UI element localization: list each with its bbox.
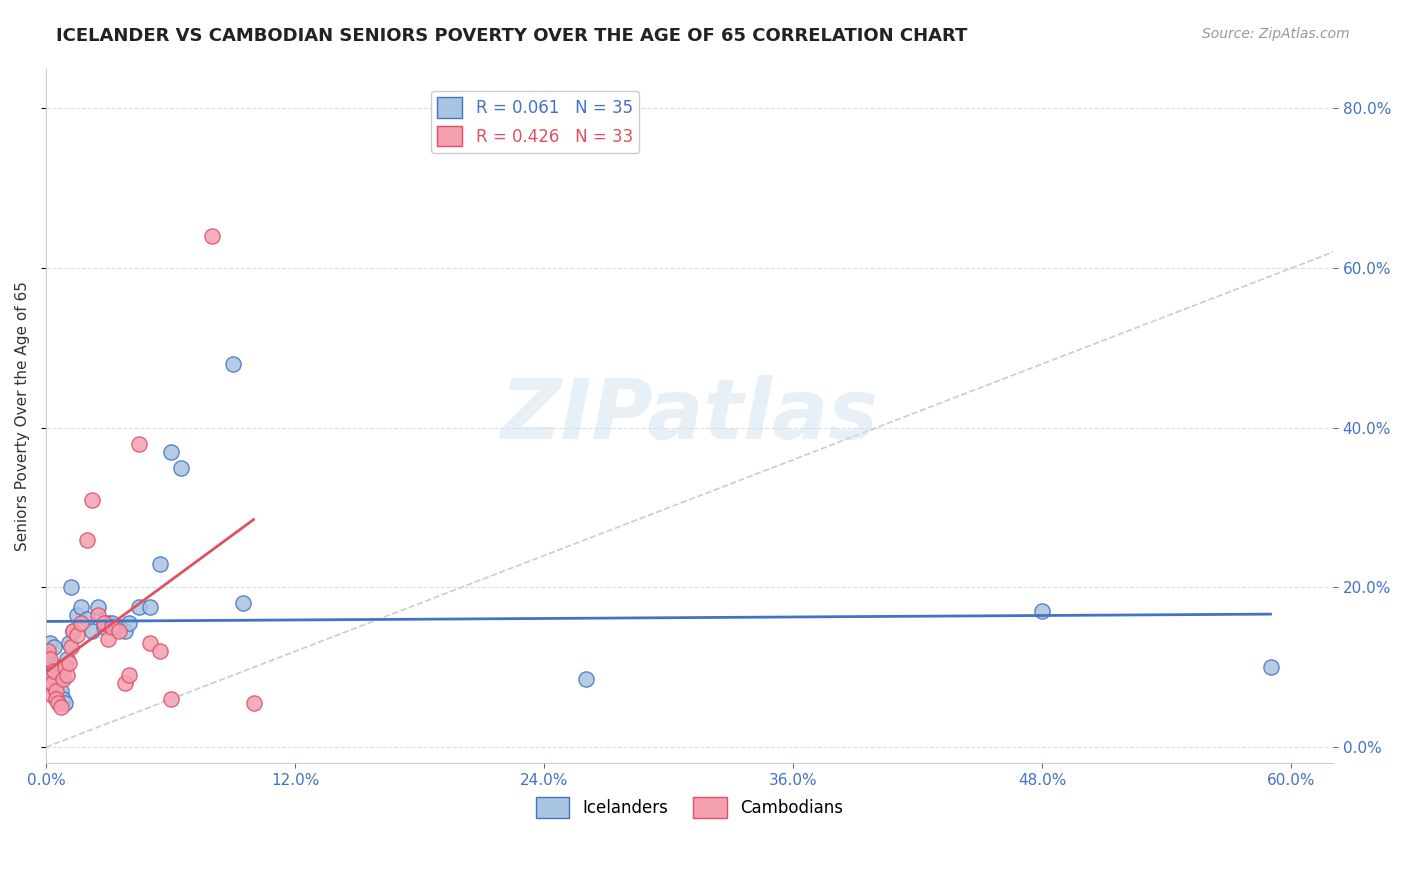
Point: [41, 676, 63, 690]
Text: ZIPatlas: ZIPatlas: [501, 376, 879, 457]
Point: [55, 668, 77, 682]
Point: [101, 620, 124, 634]
Point: [70, 600, 93, 615]
Point: [62, 624, 84, 639]
Point: [66, 628, 89, 642]
Point: [101, 616, 124, 631]
Point: [575, 673, 598, 687]
Point: [118, 616, 141, 631]
Point: [55, 652, 77, 666]
Point: [107, 624, 129, 639]
Point: [93, 620, 115, 634]
Point: [80, 624, 103, 639]
Y-axis label: Seniors Poverty Over the Age of 65: Seniors Poverty Over the Age of 65: [15, 281, 30, 550]
Point: [39, 652, 62, 666]
Point: [41, 676, 63, 690]
Point: [52, 673, 75, 687]
Point: [41, 688, 63, 702]
Point: [70, 616, 93, 631]
Point: [48, 673, 70, 687]
Point: [128, 436, 150, 450]
Point: [44, 640, 66, 655]
Point: [87, 600, 110, 615]
Point: [76, 612, 98, 626]
Point: [87, 608, 110, 623]
Point: [41, 665, 63, 679]
Point: [62, 624, 84, 639]
Point: [45, 660, 67, 674]
Point: [53, 696, 76, 710]
Legend: Icelanders, Cambodians: Icelanders, Cambodians: [529, 790, 849, 824]
Point: [149, 557, 172, 571]
Point: [59, 581, 82, 595]
Point: [232, 597, 254, 611]
Point: [242, 696, 264, 710]
Point: [139, 636, 162, 650]
Point: [159, 444, 181, 458]
Point: [1260, 660, 1282, 674]
Point: [139, 600, 162, 615]
Point: [222, 357, 245, 371]
Point: [59, 640, 82, 655]
Point: [39, 636, 62, 650]
Point: [37, 648, 59, 663]
Point: [48, 696, 70, 710]
Point: [170, 460, 193, 475]
Point: [49, 684, 72, 698]
Point: [80, 492, 103, 507]
Point: [53, 660, 76, 674]
Point: [1031, 604, 1053, 618]
Text: Source: ZipAtlas.com: Source: ZipAtlas.com: [1202, 27, 1350, 41]
Point: [58, 657, 80, 671]
Point: [39, 668, 62, 682]
Point: [114, 676, 136, 690]
Point: [66, 608, 89, 623]
Point: [44, 665, 66, 679]
Point: [93, 616, 115, 631]
Point: [97, 632, 120, 647]
Point: [97, 616, 120, 631]
Point: [159, 692, 181, 706]
Point: [114, 624, 136, 639]
Point: [118, 668, 141, 682]
Point: [149, 644, 172, 658]
Point: [201, 229, 224, 244]
Point: [128, 600, 150, 615]
Point: [37, 644, 59, 658]
Point: [58, 636, 80, 650]
Point: [76, 533, 98, 547]
Point: [45, 684, 67, 698]
Point: [45, 692, 67, 706]
Point: [52, 692, 75, 706]
Point: [49, 700, 72, 714]
Point: [107, 620, 129, 634]
Text: ICELANDER VS CAMBODIAN SENIORS POVERTY OVER THE AGE OF 65 CORRELATION CHART: ICELANDER VS CAMBODIAN SENIORS POVERTY O…: [56, 27, 967, 45]
